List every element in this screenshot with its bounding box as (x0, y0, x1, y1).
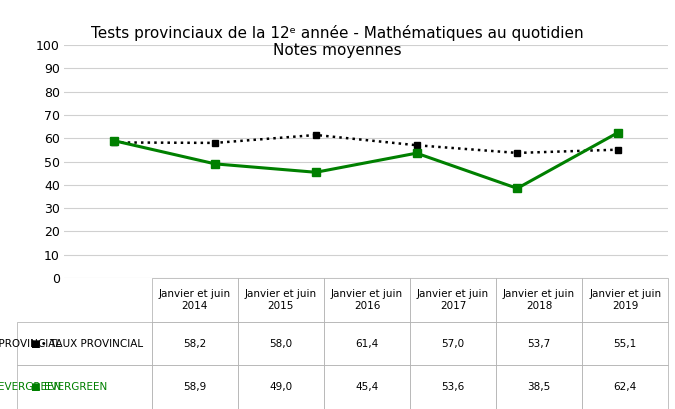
Text: ■ EVERGREEN: ■ EVERGREEN (0, 382, 61, 392)
Text: ■• TAUX PROVINCIAL: ■• TAUX PROVINCIAL (0, 339, 61, 348)
Text: Tests provinciaux de la 12ᵉ année - Mathématiques au quotidien
Notes moyennes: Tests provinciaux de la 12ᵉ année - Math… (91, 25, 584, 58)
